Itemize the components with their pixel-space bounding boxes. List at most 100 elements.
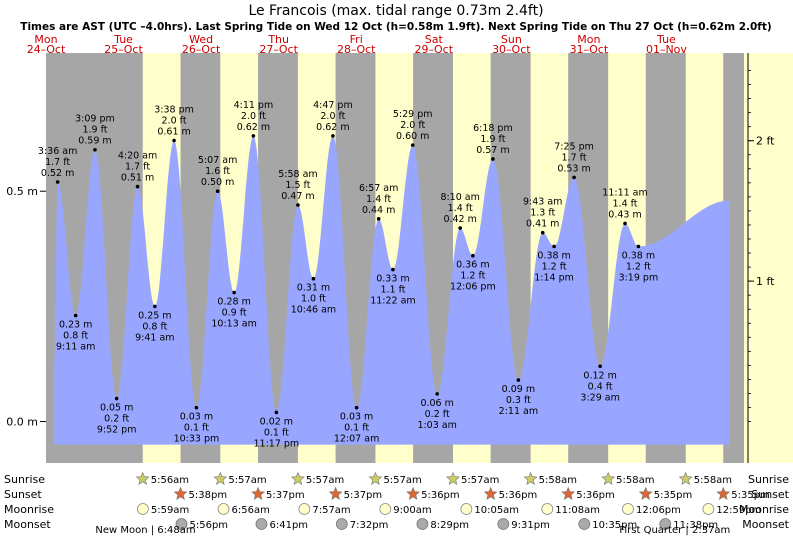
tide-time-label: 9:43 am <box>523 197 562 208</box>
sunset-icon <box>716 486 731 500</box>
tide-m-label: 0.62 m <box>316 122 349 133</box>
tide-time-label: 11:17 pm <box>254 438 300 449</box>
day-name: Mon <box>577 33 600 46</box>
high-tide-point <box>623 221 627 226</box>
tide-m-label: 0.09 m <box>502 384 535 395</box>
tide-ft-label: 1.7 ft <box>45 157 70 168</box>
tide-ft-label: 1.4 ft <box>613 198 638 209</box>
low-tide-point <box>354 405 359 410</box>
tide-time-label: 1:14 pm <box>534 272 574 283</box>
y-tick-label-right: 2 ft <box>756 135 775 148</box>
tide-ft-label: 1.2 ft <box>626 261 651 272</box>
sunrise-icon <box>523 471 538 485</box>
sunset-icon <box>483 486 498 500</box>
sunset-time: 5:38pm <box>189 490 228 501</box>
tide-time-label: 5:29 pm <box>393 109 433 120</box>
tide-m-label: 0.52 m <box>41 168 74 179</box>
tide-m-label: 0.25 m <box>138 310 171 321</box>
tide-time-label: 4:11 pm <box>234 100 274 111</box>
sunrise-row-label: Sunrise <box>4 473 45 486</box>
tide-ft-label: 0.3 ft <box>506 395 531 406</box>
sunrise-row-label-right: Sunrise <box>748 473 789 486</box>
tide-m-label: 0.57 m <box>476 145 509 156</box>
tide-time-label: 7:25 pm <box>554 141 594 152</box>
low-tide-point <box>471 253 475 258</box>
moonset-time: 10:35pm <box>592 520 637 531</box>
tide-m-label: 0.50 m <box>201 177 234 188</box>
high-tide-point <box>376 217 381 221</box>
moonset-row-label: Moonset <box>4 518 51 531</box>
moonrise-time: 9:00am <box>393 505 431 516</box>
sunset-time: 5:35pm <box>654 490 693 501</box>
sunrise-time: 5:58am <box>694 475 732 486</box>
tide-m-label: 0.12 m <box>583 370 616 381</box>
moonset-icon <box>497 518 510 530</box>
sunrise-time: 5:56am <box>151 475 189 486</box>
tide-area <box>54 135 730 445</box>
moonset-icon <box>659 518 672 530</box>
moon-phase-new: New Moon | 6:48am <box>95 525 195 536</box>
low-tide-point <box>598 364 602 369</box>
tide-ft-label: 2.0 ft <box>241 111 266 122</box>
day-name: Sat <box>425 33 444 46</box>
low-tide-point <box>516 378 521 382</box>
sunset-time: 5:36pm <box>421 490 460 501</box>
tide-m-label: 0.31 m <box>297 283 330 294</box>
moonset-time: 6:41pm <box>269 520 308 531</box>
sunrise-icon <box>135 471 150 485</box>
sunrise-icon <box>213 471 228 485</box>
tide-time-label: 10:46 am <box>291 305 336 316</box>
day-date: 01–Nov <box>646 43 687 56</box>
tide-ft-label: 0.1 ft <box>344 423 369 434</box>
sunrise-icon <box>368 471 383 485</box>
sunset-row-label: Sunset <box>4 488 42 501</box>
tide-time-label: 10:13 am <box>211 319 256 330</box>
moonrise-icon <box>460 503 473 515</box>
tide-ft-label: 0.8 ft <box>142 321 167 332</box>
tide-m-label: 0.03 m <box>180 412 213 423</box>
tide-m-label: 0.51 m <box>121 173 154 184</box>
tide-ft-label: 1.3 ft <box>530 208 555 219</box>
low-tide-point <box>391 267 395 272</box>
tide-m-label: 0.53 m <box>557 163 590 174</box>
tide-time-label: 11:22 am <box>370 296 415 307</box>
sunrise-icon <box>446 471 460 485</box>
tide-m-label: 0.02 m <box>260 416 293 427</box>
moonset-time: 5:56pm <box>190 520 229 531</box>
chart-subtitle: Times are AST (UTC –4.0hrs). Last Spring… <box>20 21 771 33</box>
high-tide-point <box>331 134 335 138</box>
day-date: 31–Oct <box>570 43 609 56</box>
tide-time-label: 9:41 am <box>135 332 174 343</box>
low-tide-point <box>311 276 316 281</box>
tide-time-label: 9:11 am <box>56 342 95 353</box>
day-name: Sun <box>501 33 522 46</box>
moonrise-icon <box>298 503 311 515</box>
tide-time-label: 12:06 pm <box>450 282 496 293</box>
tide-time-label: 4:47 pm <box>313 100 353 111</box>
sunrise-icon <box>601 471 616 485</box>
low-tide-point <box>232 290 236 295</box>
sunrise-time: 5:57am <box>228 475 266 486</box>
tide-time-label: 4:20 am <box>118 151 157 162</box>
low-tide-point <box>114 396 119 401</box>
day-date: 27–Oct <box>259 43 298 56</box>
tide-m-label: 0.36 m <box>456 260 489 271</box>
tide-time-label: 3:38 pm <box>154 105 194 116</box>
tide-ft-label: 0.1 ft <box>184 423 209 434</box>
high-tide-point <box>491 157 495 161</box>
sunset-time: 5:36pm <box>576 490 615 501</box>
moon-phase-first-quarter: First Quarter | 2:37am <box>619 525 730 536</box>
moonset-icon <box>255 518 268 530</box>
moonrise-time: 6:56am <box>232 505 270 516</box>
moonset-icon <box>416 518 429 530</box>
tide-time-label: 3:36 am <box>38 146 77 157</box>
sunrise-time: 5:57am <box>461 475 499 486</box>
moonrise-icon <box>217 503 230 515</box>
high-tide-point <box>135 184 140 189</box>
day-name: Tue <box>113 33 133 46</box>
moonrise-icon <box>136 503 149 515</box>
high-tide-point <box>251 134 256 138</box>
moonset-time: 8:29pm <box>430 520 469 531</box>
high-tide-point <box>572 175 576 180</box>
